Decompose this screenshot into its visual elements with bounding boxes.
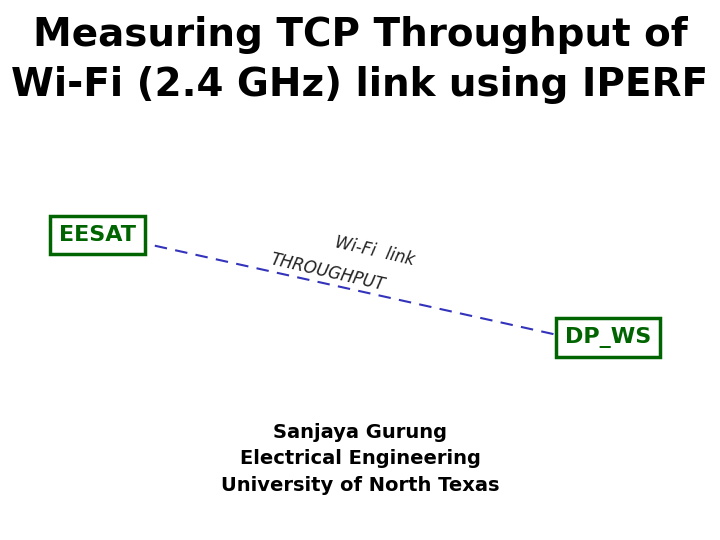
Text: Wi-Fi  link: Wi-Fi link [333, 233, 416, 269]
Text: Sanjaya Gurung
Electrical Engineering
University of North Texas: Sanjaya Gurung Electrical Engineering Un… [221, 423, 499, 495]
Text: Measuring TCP Throughput of
Wi-Fi (2.4 GHz) link using IPERF: Measuring TCP Throughput of Wi-Fi (2.4 G… [12, 16, 708, 104]
Text: THROUGHPUT: THROUGHPUT [269, 251, 387, 295]
Text: DP_WS: DP_WS [565, 327, 652, 348]
Text: EESAT: EESAT [59, 225, 135, 245]
